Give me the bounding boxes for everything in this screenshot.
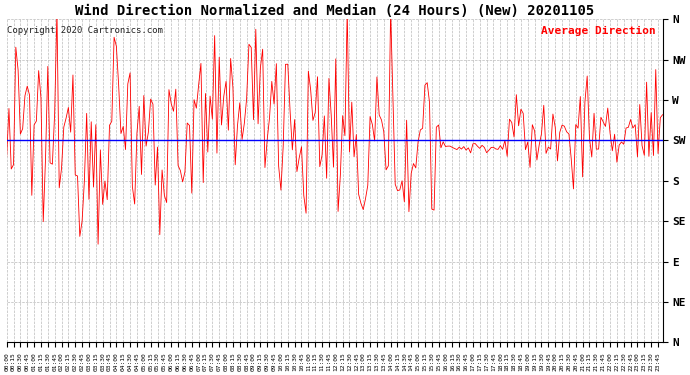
Text: Average Direction: Average Direction bbox=[541, 26, 656, 36]
Title: Wind Direction Normalized and Median (24 Hours) (New) 20201105: Wind Direction Normalized and Median (24… bbox=[75, 4, 594, 18]
Text: Copyright 2020 Cartronics.com: Copyright 2020 Cartronics.com bbox=[8, 26, 164, 35]
